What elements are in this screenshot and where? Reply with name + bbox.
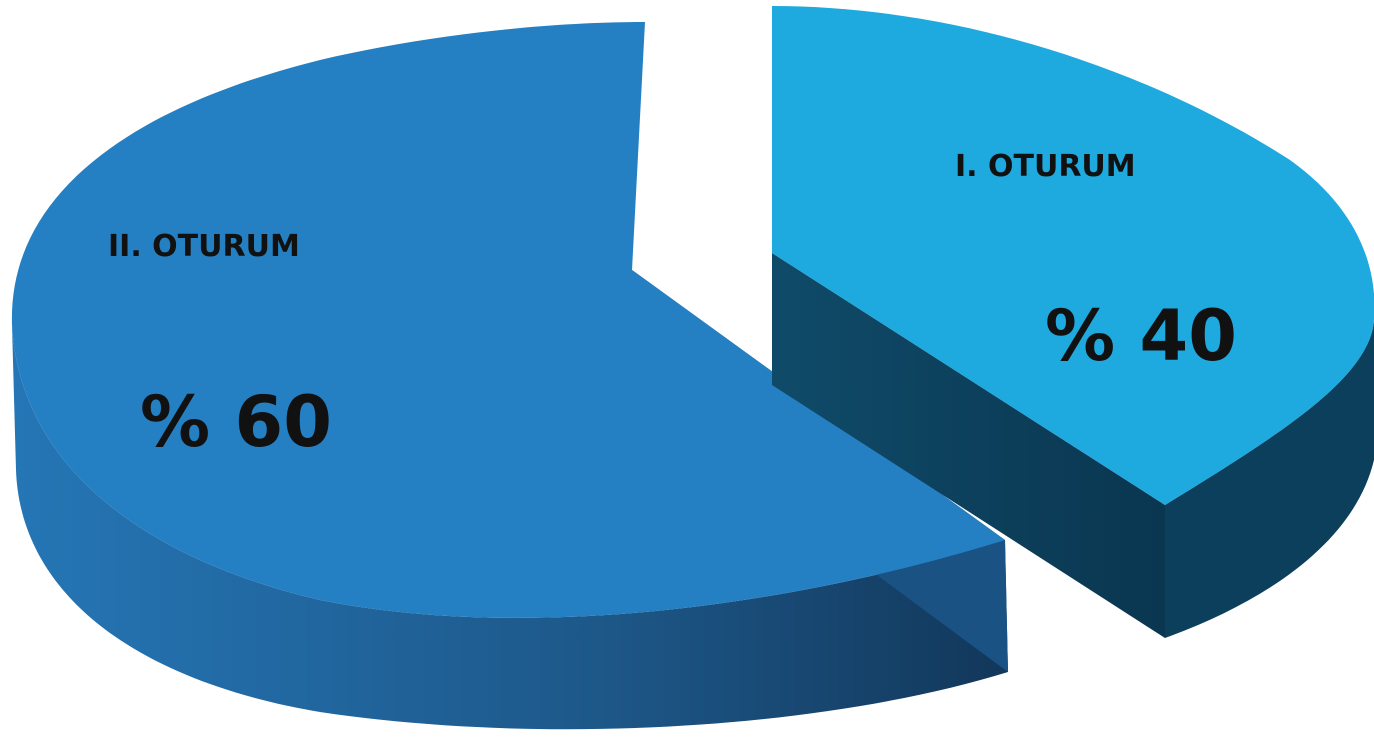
pie-slice-1-top (772, 6, 1374, 505)
slice-1-label: I. OTURUM (955, 149, 1136, 184)
slice-2-label: II. OTURUM (108, 229, 300, 264)
pie-slice-1-cut-wall (772, 253, 1165, 638)
pie-slice-1 (772, 6, 1374, 638)
pie-slice-2-rim (12, 325, 1008, 730)
pie-slice-2 (11, 22, 1008, 730)
slice-2-value: % 60 (140, 381, 332, 463)
pie-slice-1-rim (1165, 320, 1374, 638)
slice-1-value: % 40 (1045, 295, 1237, 377)
pie-slice-2-top (11, 22, 1005, 618)
